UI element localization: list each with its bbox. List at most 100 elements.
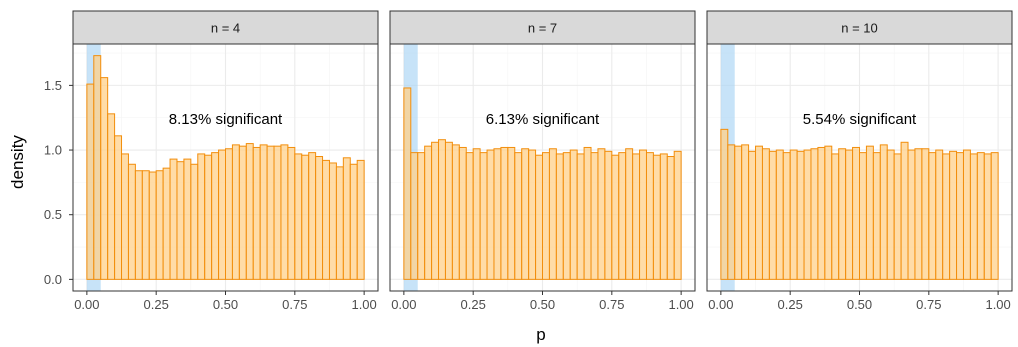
histogram-bar [893, 153, 902, 280]
histogram-bar [632, 153, 641, 280]
x-tick-label: 0.50 [847, 297, 872, 312]
histogram-bar [645, 152, 654, 280]
histogram-bar [521, 148, 530, 280]
histogram-bar [134, 170, 143, 280]
histogram-bar [886, 149, 895, 280]
histogram-bar [204, 154, 213, 280]
x-tick-label: 0.25 [778, 297, 803, 312]
histogram-bar [183, 158, 192, 280]
histogram-bar [141, 170, 150, 280]
significance-annotation: 6.13% significant [486, 111, 600, 128]
histogram-bar [308, 152, 317, 280]
x-axis-title: p [536, 325, 545, 344]
histogram-bar [969, 153, 978, 280]
histogram-bar [720, 128, 729, 280]
histogram-bar [100, 77, 109, 280]
x-tick-label: 0.50 [213, 297, 238, 312]
histogram-bar [548, 148, 557, 280]
histogram-bar [197, 153, 206, 280]
histogram-bar [528, 149, 537, 280]
histogram-bar [569, 149, 578, 280]
histogram-bar [865, 145, 874, 280]
histogram-bar [114, 135, 123, 280]
x-tick-label: 0.75 [599, 297, 624, 312]
facet-strip-label: n = 10 [841, 21, 878, 36]
histogram-bar [301, 154, 310, 280]
histogram-bar [949, 150, 958, 280]
histogram-bar [417, 152, 426, 280]
histogram-bar [555, 153, 564, 280]
histogram-bar [935, 149, 944, 280]
histogram-bar [514, 152, 523, 280]
facet-strip [72, 10, 379, 45]
histogram-bar [652, 154, 661, 280]
y-tick-label: 1.5 [44, 78, 62, 93]
histogram-bar [775, 149, 784, 280]
histogram-bar [921, 148, 930, 280]
histogram-bar [479, 152, 488, 280]
histogram-bar [914, 148, 923, 280]
histogram-bar [162, 167, 171, 280]
x-tick-label: 0.25 [144, 297, 169, 312]
histogram-bar [280, 144, 289, 280]
histogram-bar [583, 146, 592, 280]
histogram-bar [328, 162, 337, 280]
histogram-bar [611, 154, 620, 280]
significance-annotation: 5.54% significant [803, 111, 917, 128]
histogram-bar [148, 171, 157, 280]
histogram-bar [403, 87, 412, 280]
histogram-bar [438, 139, 446, 280]
histogram-bar [976, 152, 985, 280]
histogram-bar [542, 152, 550, 280]
histogram-bar [245, 143, 254, 280]
histogram-bar [803, 149, 812, 280]
histogram-bar [431, 141, 440, 280]
histogram-bar [852, 146, 860, 280]
facet-strip [706, 10, 1013, 45]
x-tick-label: 0.75 [282, 297, 307, 312]
histogram-bar [673, 150, 682, 280]
histogram-bar [597, 148, 606, 280]
histogram-bar [458, 146, 467, 280]
histogram-bar [817, 146, 826, 280]
histogram-bar [748, 150, 757, 280]
histogram-bar [259, 144, 268, 280]
histogram-bar [315, 156, 324, 280]
histogram-bar [983, 153, 992, 280]
x-tick-label: 1.00 [985, 297, 1010, 312]
histogram-bar [796, 150, 805, 280]
histogram-bar [956, 152, 964, 280]
histogram-bar [287, 146, 296, 280]
histogram-bar [990, 152, 999, 280]
facet-strip-label: n = 4 [211, 21, 240, 36]
histogram-bar [625, 148, 634, 280]
histogram-bar [211, 152, 220, 280]
facet-panel-3: n = 10 5.54% significant 0.00 0.25 0.50 0.75 1… [706, 10, 1013, 312]
histogram-bar [727, 144, 736, 280]
histogram-bar [576, 153, 585, 280]
histogram-bar [755, 145, 763, 280]
x-tick-label: 1.00 [351, 297, 376, 312]
histogram-bar [273, 145, 282, 280]
histogram-bar [962, 149, 971, 280]
histogram-bar [872, 152, 881, 280]
histogram-bar [942, 153, 951, 280]
histogram-bar [845, 149, 854, 280]
x-tick-label: 0.25 [461, 297, 486, 312]
histogram-bar [451, 144, 460, 280]
y-tick-label: 1.0 [44, 143, 62, 158]
histogram-bar [472, 148, 481, 280]
histogram-bar [356, 159, 365, 280]
histogram-bar [928, 152, 937, 280]
histogram-bar [238, 145, 247, 280]
facet-strip [389, 10, 696, 45]
histogram-bar [900, 141, 909, 280]
histogram-bar [127, 163, 136, 280]
histogram-bar [493, 148, 502, 280]
histogram-bar [659, 153, 668, 280]
x-tick-label: 1.00 [668, 297, 693, 312]
histogram-bar [218, 149, 226, 280]
histogram-bar [824, 145, 833, 280]
histogram-bar [741, 144, 750, 280]
